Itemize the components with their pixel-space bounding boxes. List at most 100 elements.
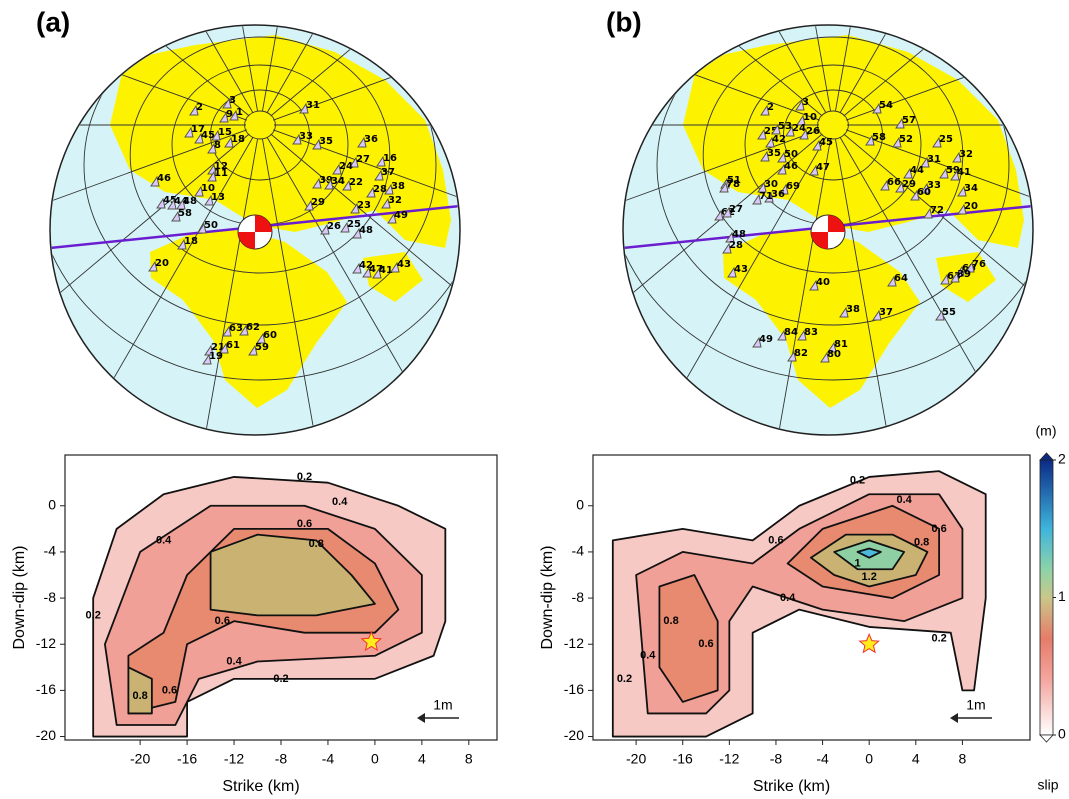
station bbox=[372, 267, 382, 279]
y-tick-label: -4 bbox=[572, 543, 585, 559]
continent bbox=[683, 35, 1024, 248]
parallel bbox=[210, 89, 310, 181]
station bbox=[222, 325, 232, 337]
station-label: 39 bbox=[319, 175, 333, 186]
station bbox=[920, 156, 930, 168]
station bbox=[887, 275, 897, 287]
station bbox=[390, 261, 400, 273]
station-label: 51 bbox=[727, 175, 741, 186]
station-label: 49 bbox=[394, 210, 408, 221]
station bbox=[387, 212, 397, 224]
station-label: 38 bbox=[846, 304, 860, 315]
station bbox=[229, 109, 239, 121]
y-tick-label: -4 bbox=[44, 543, 57, 559]
station-label: 36 bbox=[771, 189, 785, 200]
meridian bbox=[624, 26, 827, 114]
station-label: 10 bbox=[201, 183, 215, 194]
station-label: 25 bbox=[764, 126, 778, 137]
station-label: 48 bbox=[359, 225, 373, 236]
station bbox=[350, 202, 360, 214]
meridian bbox=[624, 26, 820, 121]
contour-label: 0.8 bbox=[663, 615, 678, 627]
station bbox=[219, 111, 229, 123]
x-tick-label: -12 bbox=[719, 751, 739, 767]
station bbox=[299, 102, 309, 114]
station-label: 13 bbox=[211, 192, 225, 203]
station bbox=[352, 262, 362, 274]
station-label: 33 bbox=[927, 180, 941, 191]
station bbox=[384, 183, 394, 195]
station bbox=[820, 351, 830, 363]
station-label: 46 bbox=[784, 161, 798, 172]
station-label: 66 bbox=[887, 177, 901, 188]
station bbox=[722, 206, 732, 218]
station-label: 62 bbox=[246, 322, 260, 333]
meridian bbox=[51, 26, 254, 114]
station-label: 76 bbox=[972, 259, 986, 270]
station bbox=[381, 197, 391, 209]
contour-label: 0.2 bbox=[850, 474, 865, 486]
station-label: 43 bbox=[397, 259, 411, 270]
station-label: 8 bbox=[214, 140, 221, 151]
x-tick-label: -20 bbox=[130, 751, 150, 767]
contour-label: 0.6 bbox=[698, 638, 713, 650]
station-label: 42 bbox=[772, 134, 786, 145]
meridian bbox=[273, 26, 459, 121]
station bbox=[320, 223, 330, 235]
contour-label: 0.4 bbox=[780, 592, 796, 604]
station-label: 44 bbox=[910, 165, 924, 176]
station-label: 81 bbox=[834, 339, 848, 350]
contour-layer bbox=[611, 470, 987, 738]
continent bbox=[936, 252, 996, 302]
contour-label: 0.6 bbox=[931, 523, 946, 535]
station-label: 26 bbox=[806, 126, 820, 137]
station bbox=[785, 125, 795, 137]
station bbox=[292, 133, 302, 145]
parallel bbox=[624, 26, 1032, 381]
station-label: 3 bbox=[229, 95, 236, 106]
station bbox=[171, 210, 181, 222]
scale-arrowhead bbox=[950, 713, 958, 723]
station-label: 17 bbox=[191, 124, 205, 135]
continent bbox=[363, 252, 423, 302]
station bbox=[757, 181, 767, 193]
y-tick-label: -12 bbox=[564, 635, 584, 651]
meridian bbox=[834, 138, 921, 434]
station-label: 1 bbox=[236, 107, 243, 118]
contour-label: 0.2 bbox=[617, 673, 632, 685]
colorbar-tick-label: 1 bbox=[1058, 588, 1066, 604]
contour-label: 0.6 bbox=[297, 518, 312, 530]
station bbox=[777, 151, 787, 163]
station bbox=[795, 99, 805, 111]
station bbox=[777, 329, 787, 341]
station-label: 25 bbox=[939, 134, 953, 145]
station bbox=[332, 163, 342, 175]
station bbox=[342, 179, 352, 191]
station-label: 35 bbox=[767, 148, 781, 159]
station bbox=[357, 136, 367, 148]
station-label: 55 bbox=[942, 307, 956, 318]
station-label: 3 bbox=[802, 97, 809, 108]
station bbox=[312, 138, 322, 150]
colorbar-max bbox=[1039, 452, 1054, 461]
parallel bbox=[783, 89, 883, 181]
continent bbox=[723, 230, 920, 408]
parallel bbox=[244, 110, 276, 140]
station-label: 59 bbox=[946, 165, 960, 176]
station bbox=[920, 182, 930, 194]
contour-label: 0.2 bbox=[273, 673, 288, 685]
contour-label: 1 bbox=[854, 557, 860, 569]
meridian bbox=[261, 26, 348, 112]
station bbox=[757, 128, 767, 140]
colorbar-unit: (m) bbox=[1036, 423, 1057, 439]
parallel bbox=[702, 36, 964, 274]
contour bbox=[209, 533, 376, 617]
contour-label: 0.4 bbox=[226, 655, 242, 667]
x-tick-label: -16 bbox=[673, 751, 693, 767]
station-label: 29 bbox=[311, 197, 325, 208]
y-axis-label: Down-dip (km) bbox=[539, 545, 556, 649]
contour-label: 0.2 bbox=[931, 632, 946, 644]
station-label: 83 bbox=[804, 327, 818, 338]
station bbox=[376, 155, 386, 167]
station-label: 52 bbox=[899, 134, 913, 145]
